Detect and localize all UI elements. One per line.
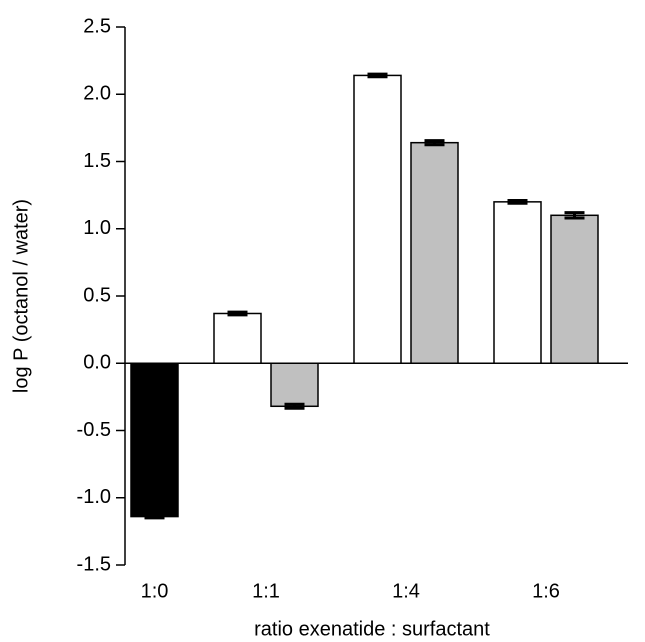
bar bbox=[410, 141, 459, 364]
y-tick-label: 0.5 bbox=[83, 284, 111, 306]
error-bar bbox=[367, 72, 388, 79]
bar bbox=[130, 362, 179, 518]
x-tick-label: 1:1 bbox=[252, 580, 280, 602]
error-bar bbox=[507, 199, 528, 205]
y-tick-label: 1.0 bbox=[83, 217, 111, 239]
y-tick-label: 0.0 bbox=[83, 352, 111, 374]
bar bbox=[493, 201, 542, 364]
error-bar bbox=[424, 139, 445, 147]
y-tick-label: 2.0 bbox=[83, 83, 111, 105]
y-axis-label: log P (octanol / water) bbox=[10, 199, 32, 393]
y-tick-label: 2.5 bbox=[83, 15, 111, 37]
y-tick-label: 1.5 bbox=[83, 150, 111, 172]
error-bar bbox=[564, 211, 585, 220]
bar bbox=[270, 362, 319, 408]
bar bbox=[213, 312, 262, 364]
x-tick-label: 1:4 bbox=[392, 580, 420, 602]
x-axis-label: ratio exenatide : surfactant bbox=[254, 618, 490, 640]
x-tick-label: 1:6 bbox=[532, 580, 560, 602]
x-tick-label: 1:0 bbox=[141, 580, 169, 602]
y-tick-label: -1.0 bbox=[77, 486, 111, 508]
error-bar bbox=[144, 513, 165, 520]
y-tick-label: -1.5 bbox=[77, 553, 111, 575]
bar bbox=[353, 74, 402, 364]
y-tick-label: -0.5 bbox=[77, 419, 111, 441]
error-bar bbox=[284, 402, 305, 410]
bar bbox=[550, 214, 599, 364]
error-bar bbox=[227, 310, 248, 317]
